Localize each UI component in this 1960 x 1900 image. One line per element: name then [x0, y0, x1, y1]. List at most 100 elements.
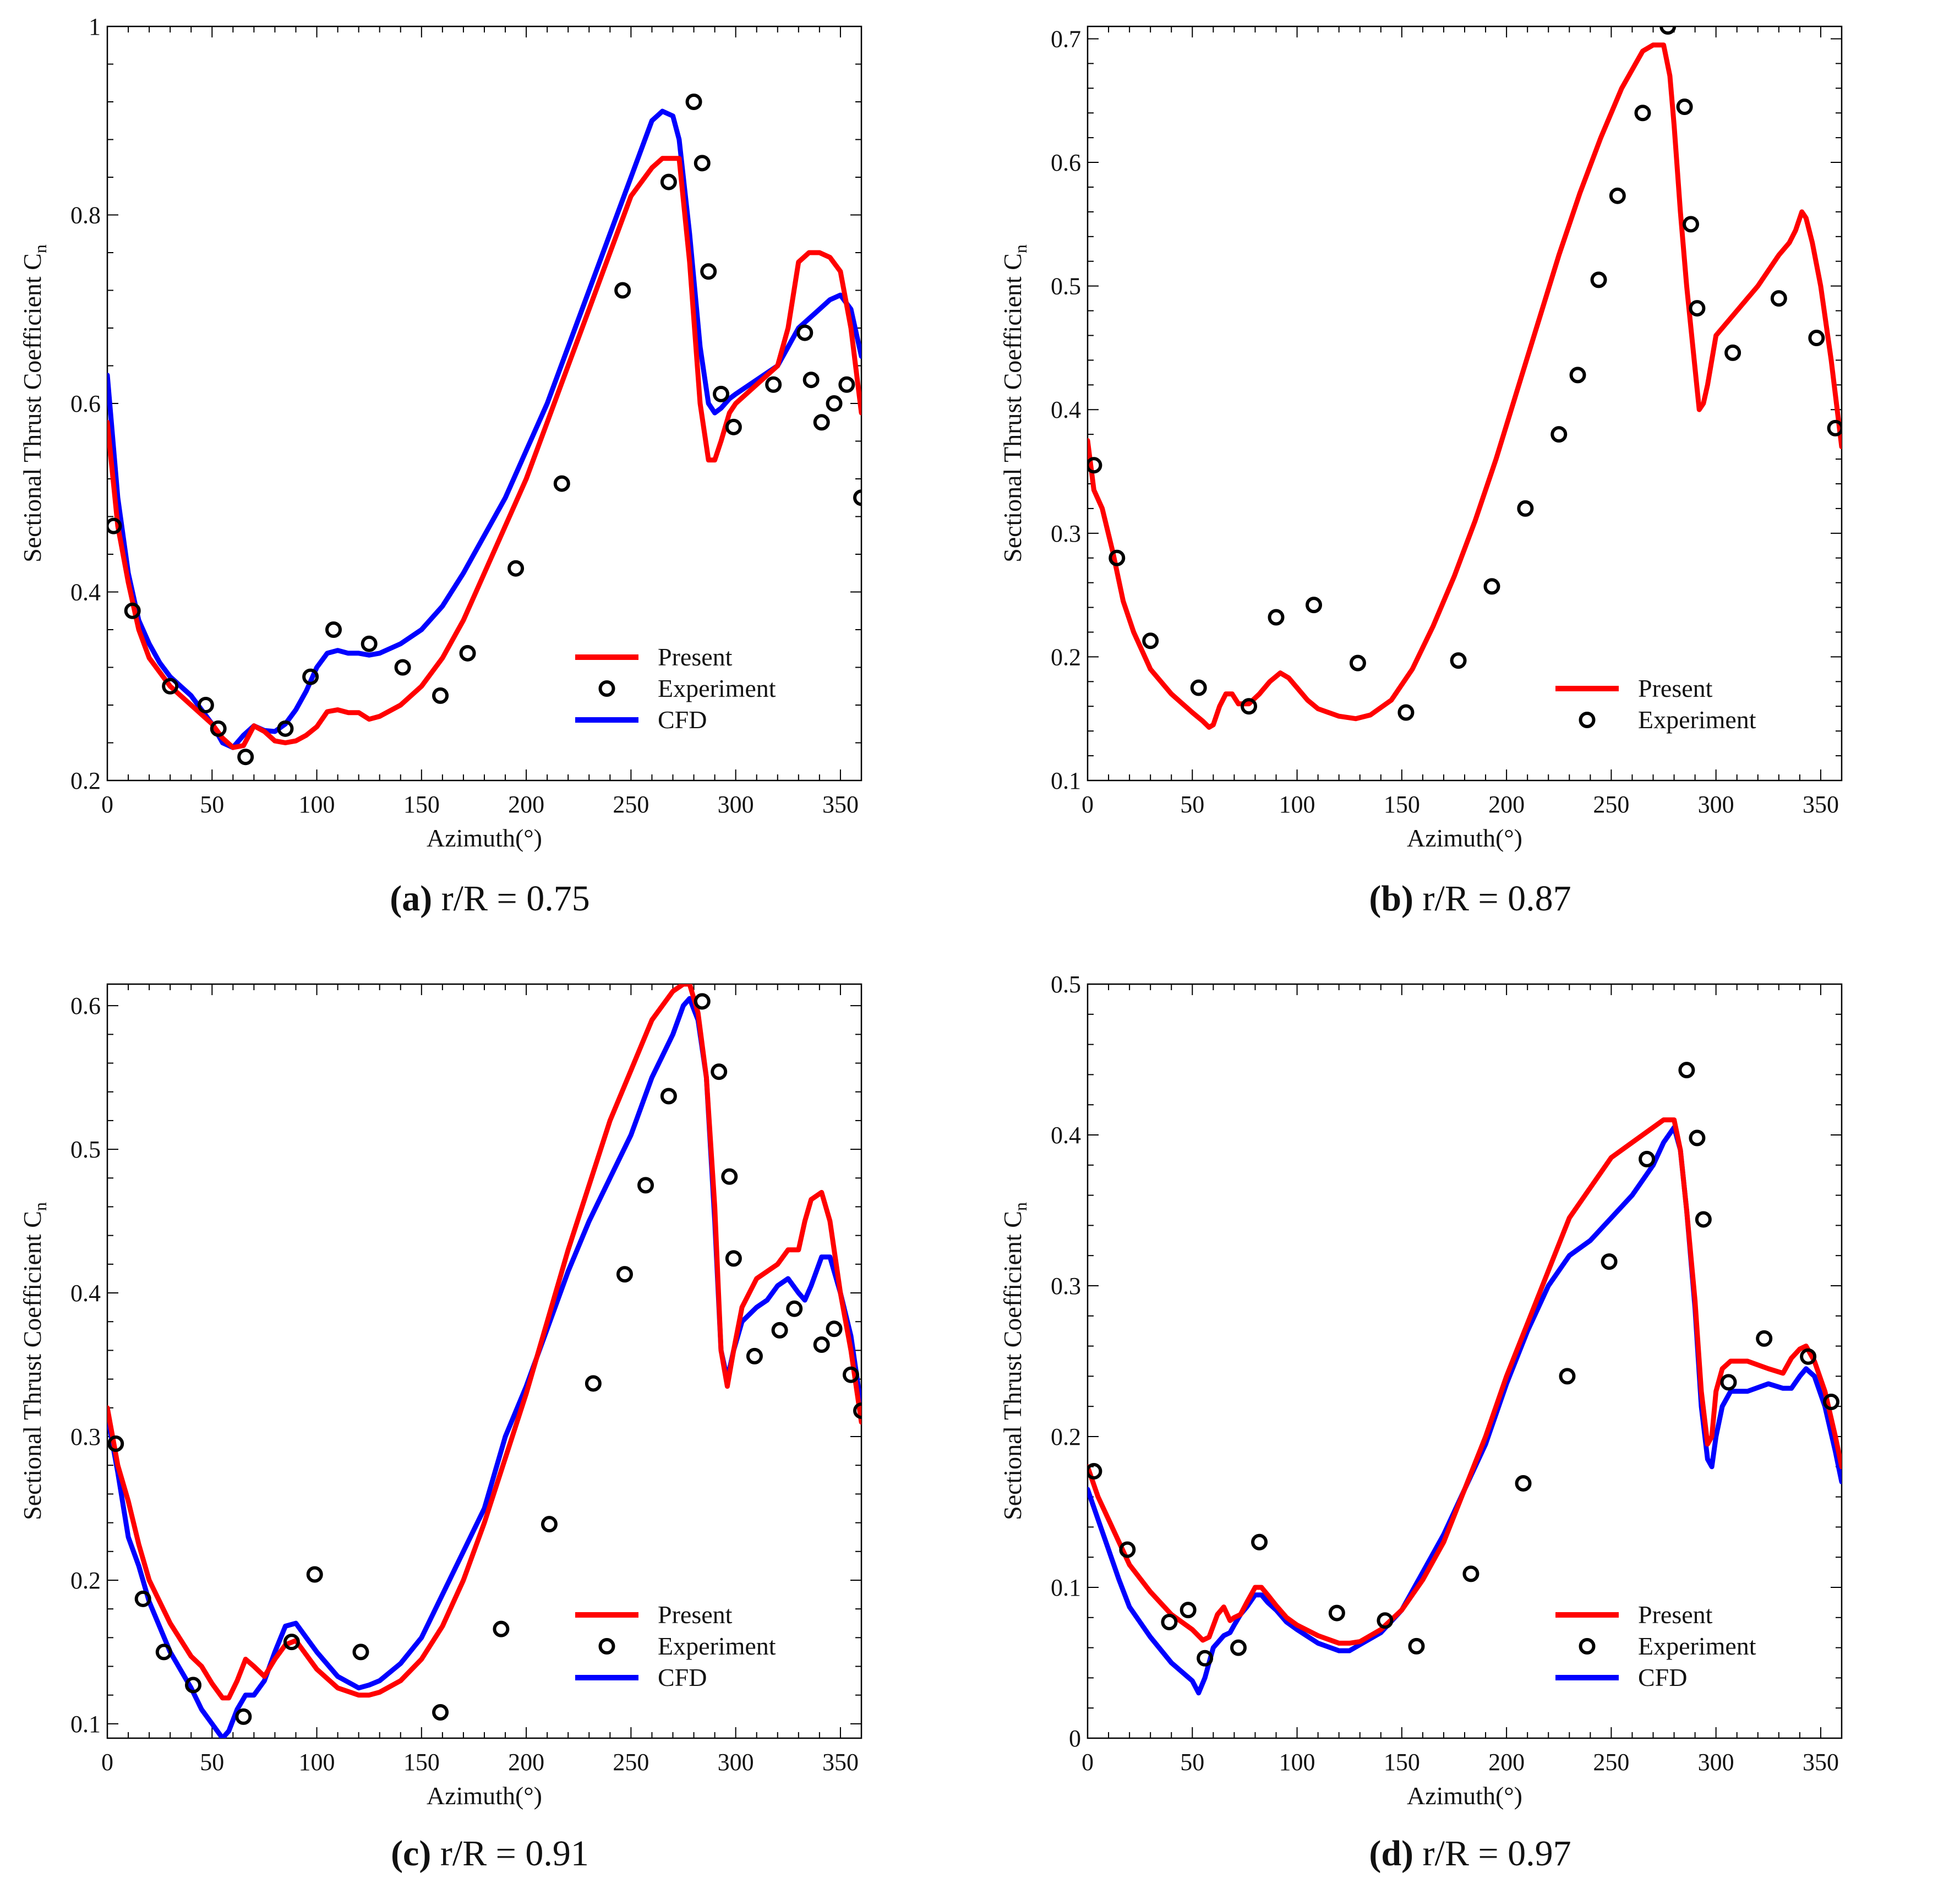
panel-b-experiment-point [1241, 698, 1258, 715]
panel-c-experiment-point [540, 1516, 558, 1533]
panel-a-experiment-point [124, 602, 141, 619]
panel-a-y-axis-subscript: n [30, 244, 50, 253]
panel-c-x-axis-title: Azimuth(°) [427, 1782, 542, 1810]
panel-c-xtick-label: 300 [718, 1749, 754, 1776]
panel-c-xtick-label: 0 [101, 1749, 113, 1776]
panel-a-experiment-point [813, 414, 830, 431]
panel-a-experiment-point [553, 475, 570, 492]
panel-d-chart: 0 50 100 150 200 250 300 350 0 0.1 0.2 0.3 0.4 0.5 Azi… [998, 971, 1843, 1810]
panel-a-experiment-point [394, 659, 411, 676]
panel-a-experiment-point [700, 263, 717, 280]
panel-b-experiment-point [1609, 187, 1626, 204]
panel-b-legend-experiment-marker [1579, 712, 1596, 728]
panel-b-xtick-label: 0 [1082, 791, 1094, 818]
panel-a-experiment-point [459, 645, 476, 662]
panel-c-experiment-point [637, 1177, 654, 1194]
caption-c-letter: (c) [391, 1833, 432, 1874]
panel-d-experiment-point [1251, 1533, 1268, 1550]
panel-a-experiment-point [838, 376, 855, 393]
panel-d-experiment-point [1088, 1463, 1102, 1480]
panel-a-data-group [107, 94, 861, 766]
panel-a-experiment-point [713, 385, 730, 402]
panel-b-experiment-point [1590, 271, 1607, 288]
panel-c-series-present-line [107, 984, 861, 1701]
panel-d-legend-experiment-label: Experiment [1638, 1632, 1756, 1660]
panel-c-experiment-point [842, 1366, 859, 1383]
panel-b-experiment-point [1397, 704, 1415, 721]
panel-c-experiment-point [721, 1168, 738, 1185]
panel-b-ytick-label: 0.1 [1051, 767, 1081, 794]
panel-c-xtick-label: 250 [613, 1749, 649, 1776]
caption-d-letter: (d) [1369, 1833, 1414, 1874]
panel-b-experiment-point [1676, 98, 1693, 115]
panel-d-x-axis-title: Azimuth(°) [1407, 1782, 1522, 1810]
panel-a-experiment-point [277, 720, 294, 737]
panel-b-experiment-point [1689, 300, 1706, 317]
panel-a-series-cfd-line [107, 108, 861, 750]
panel-b-experiment-point [1142, 632, 1159, 649]
panel-a-experiment-point [796, 324, 814, 341]
panel-d-experiment-point [1197, 1650, 1214, 1667]
panel-d-xtick-label: 350 [1803, 1749, 1839, 1776]
panel-b-experiment-point [1827, 419, 1842, 436]
panel-b-experiment-point [1724, 344, 1741, 361]
panel-d-xtick-label: 100 [1279, 1749, 1315, 1776]
caption-a-letter: (a) [390, 878, 433, 919]
panel-a-legend-experiment-marker [598, 680, 615, 697]
panel-c-experiment-point [853, 1402, 861, 1419]
panel-a-experiment-point [802, 372, 820, 389]
panel-d-xtick-label: 0 [1082, 1749, 1094, 1776]
panel-c-experiment-point [616, 1266, 633, 1283]
panel-c-experiment-point [155, 1644, 172, 1661]
panel-c-y-axis-title: Sectional Thrust Coefficient Cn [18, 1202, 50, 1520]
panel-c-ytick-label: 0.5 [70, 1136, 101, 1163]
panel-b-experiment-point [1550, 426, 1568, 443]
panel-b-xtick-label: 100 [1279, 791, 1315, 818]
panel-d-ytick-label: 0.2 [1051, 1423, 1081, 1450]
panel-a-xtick-label: 100 [299, 791, 335, 818]
panel-b-experiment-point [1088, 457, 1102, 474]
panel-d-experiment-point [1230, 1639, 1247, 1656]
panel-a-experiment-point [853, 489, 861, 506]
panel-b-experiment-point [1517, 500, 1534, 517]
panel-d-experiment-point [1720, 1374, 1737, 1391]
panel-a-x-axis-title: Azimuth(°) [427, 824, 542, 852]
panel-a-xtick-label: 0 [101, 791, 113, 818]
panel-b-legend-present-label: Present [1638, 674, 1713, 702]
panel-a-experiment-point [507, 560, 525, 577]
panel-b-experiment-point [1190, 679, 1207, 696]
panel-c-experiment-point [826, 1320, 843, 1337]
panel-b-xtick-label: 350 [1803, 791, 1839, 818]
panel-a-experiment-point [197, 697, 214, 713]
panel-b-data-group [1088, 26, 1842, 730]
caption-b: (b) r/R = 0.87 [980, 878, 1960, 920]
panel-a-experiment-point [361, 635, 378, 652]
panel-c-experiment-point [107, 1435, 124, 1453]
caption-d: (d) r/R = 0.97 [980, 1833, 1960, 1875]
panel-c-ytick-label: 0.6 [70, 992, 101, 1019]
panel-c-chart: 0 50 100 150 200 250 300 350 0.1 0.2 0.3 0.4 0.5 0.6 A… [18, 983, 862, 1810]
caption-a-text: r/R = 0.75 [441, 878, 590, 919]
panel-c-experiment-point [711, 1063, 728, 1080]
panel-a-xtick-label: 350 [822, 791, 859, 818]
panel-c-experiment-point [746, 1347, 763, 1364]
panel-a-series-present-line [107, 156, 861, 750]
panel-d-experiment-point [1689, 1129, 1706, 1146]
panel-a-y-axis-title: Sectional Thrust Coefficient Cn [18, 244, 50, 563]
panel-c-experiment-point [585, 1375, 602, 1392]
panel-b-xtick-label: 150 [1384, 791, 1420, 818]
panel-d-experiment-point [1695, 1211, 1712, 1228]
panel-c-data-group [107, 984, 861, 1738]
panel-b-chart: 0 50 100 150 200 250 300 350 0.1 0.2 0.3 0.4 0.5 0.6 0… [998, 25, 1843, 852]
caption-b-text: r/R = 0.87 [1422, 878, 1571, 919]
panel-b-experiment-point [1306, 597, 1322, 614]
panel-b-ytick-label: 0.6 [1051, 149, 1081, 176]
panel-b-xtick-label: 250 [1593, 791, 1629, 818]
panel-c-legend-experiment-label: Experiment [658, 1632, 776, 1660]
panel-b-series-present-line [1088, 42, 1842, 730]
panel-c-experiment-point [235, 1708, 252, 1725]
panel-d-ytick-label: 0.1 [1051, 1574, 1081, 1601]
panel-b-xtick-label: 200 [1488, 791, 1525, 818]
panel-d-ytick-label: 0.3 [1051, 1273, 1081, 1300]
